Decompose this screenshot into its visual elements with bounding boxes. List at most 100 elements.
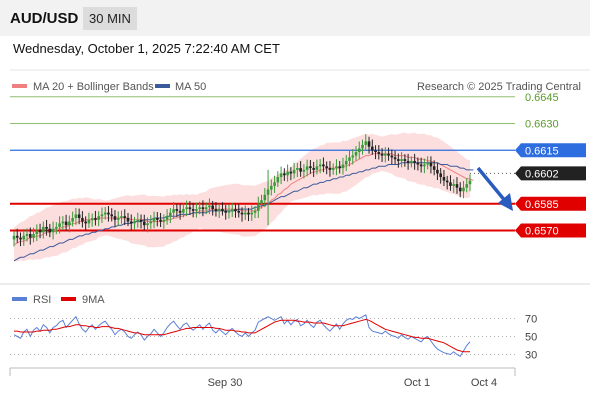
x-tick-oct4: Oct 4 xyxy=(471,377,497,389)
candle xyxy=(260,194,263,209)
candle xyxy=(227,204,231,219)
candle xyxy=(224,205,228,220)
candle xyxy=(240,207,244,222)
candle xyxy=(22,228,26,246)
candle xyxy=(55,222,58,235)
candle xyxy=(364,134,368,151)
rsi-lines xyxy=(13,314,471,357)
candle xyxy=(273,175,276,193)
candle xyxy=(58,216,61,234)
price-levels: 0.6645 0.6630 0.6615 0.6602 0.6585 0.6570 xyxy=(10,92,586,238)
candle xyxy=(439,168,442,184)
legend-swatch-ma50 xyxy=(155,84,170,88)
candle xyxy=(149,215,153,229)
candle xyxy=(32,227,35,243)
candle xyxy=(312,161,315,177)
level-tag-2 xyxy=(515,143,586,158)
candle xyxy=(390,149,394,165)
candlesticks xyxy=(12,134,472,247)
symbol-title: AUD/USD xyxy=(10,10,79,27)
rsi-tick-50: 50 xyxy=(525,332,537,344)
candle xyxy=(110,208,114,222)
candle xyxy=(296,162,299,177)
candle xyxy=(322,157,325,173)
candle xyxy=(188,201,192,215)
bollinger-band-fill xyxy=(14,132,470,262)
candle xyxy=(152,211,156,229)
bollinger-bands xyxy=(14,132,470,262)
candle xyxy=(19,232,22,247)
candle xyxy=(133,216,136,230)
candle xyxy=(195,202,198,218)
candle xyxy=(318,158,322,174)
timeframe-badge[interactable]: 30 MIN xyxy=(83,7,137,30)
candle xyxy=(169,207,172,224)
candle xyxy=(449,175,452,191)
candle xyxy=(139,214,143,229)
rsi-grid: 70 50 30 xyxy=(10,314,537,362)
candle xyxy=(178,203,182,220)
candle xyxy=(146,217,149,233)
candle xyxy=(230,202,234,218)
candle xyxy=(413,153,416,170)
candle xyxy=(458,182,462,198)
candle xyxy=(48,223,52,238)
level-tag-4 xyxy=(515,196,586,211)
level-tag-5 xyxy=(515,223,586,238)
candle xyxy=(370,139,374,155)
candle xyxy=(15,228,19,243)
candle xyxy=(214,201,218,217)
candle xyxy=(172,201,175,219)
candle xyxy=(250,205,254,222)
candle xyxy=(423,158,426,174)
candle xyxy=(71,211,74,227)
candle xyxy=(397,153,400,168)
candle xyxy=(159,212,162,228)
rsi-tick-30: 30 xyxy=(525,350,537,362)
candle xyxy=(429,156,433,174)
candle xyxy=(116,211,120,227)
candle xyxy=(436,163,439,181)
legend-label-9ma: 9MA xyxy=(82,294,105,306)
candle xyxy=(279,166,283,185)
candle xyxy=(201,200,205,217)
candle xyxy=(165,209,169,225)
legend-swatch-9ma xyxy=(61,297,76,301)
candle xyxy=(87,212,91,228)
candle xyxy=(103,206,107,220)
candle xyxy=(351,149,355,165)
candle xyxy=(28,227,32,245)
level-tag-3 xyxy=(515,166,586,181)
legend-label-rsi: RSI xyxy=(33,294,51,306)
candle xyxy=(90,213,94,227)
candle xyxy=(126,213,130,227)
candle xyxy=(247,207,250,222)
level-label-0: 0.6645 xyxy=(525,92,559,104)
candle xyxy=(387,147,390,161)
candle xyxy=(120,210,123,224)
candle xyxy=(94,210,97,226)
legend-swatch-rsi xyxy=(12,297,27,301)
candle xyxy=(338,160,342,174)
candle xyxy=(129,214,133,231)
candle xyxy=(142,214,146,231)
candle xyxy=(292,162,296,179)
legend-label-ma50: MA 50 xyxy=(175,81,206,93)
candle xyxy=(77,208,81,225)
candle xyxy=(325,161,328,175)
candle xyxy=(136,212,140,228)
candle xyxy=(286,164,289,182)
candle xyxy=(361,139,364,155)
candle xyxy=(302,164,306,179)
candle xyxy=(468,174,472,192)
candle xyxy=(100,207,104,223)
candle xyxy=(84,216,87,231)
candle xyxy=(348,150,351,167)
candle xyxy=(377,145,381,160)
ma20-line xyxy=(13,153,474,246)
ma50-line xyxy=(13,162,474,262)
level-label-2: 0.6615 xyxy=(525,145,559,157)
candle xyxy=(243,205,247,220)
candle xyxy=(61,216,65,230)
